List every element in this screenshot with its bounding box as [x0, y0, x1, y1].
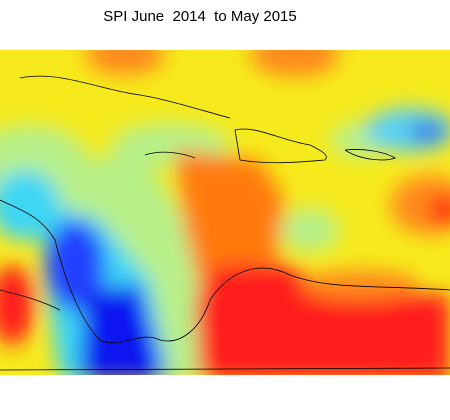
color-field [0, 50, 450, 375]
map-title: SPI June 2014 to May 2015 [103, 8, 297, 25]
